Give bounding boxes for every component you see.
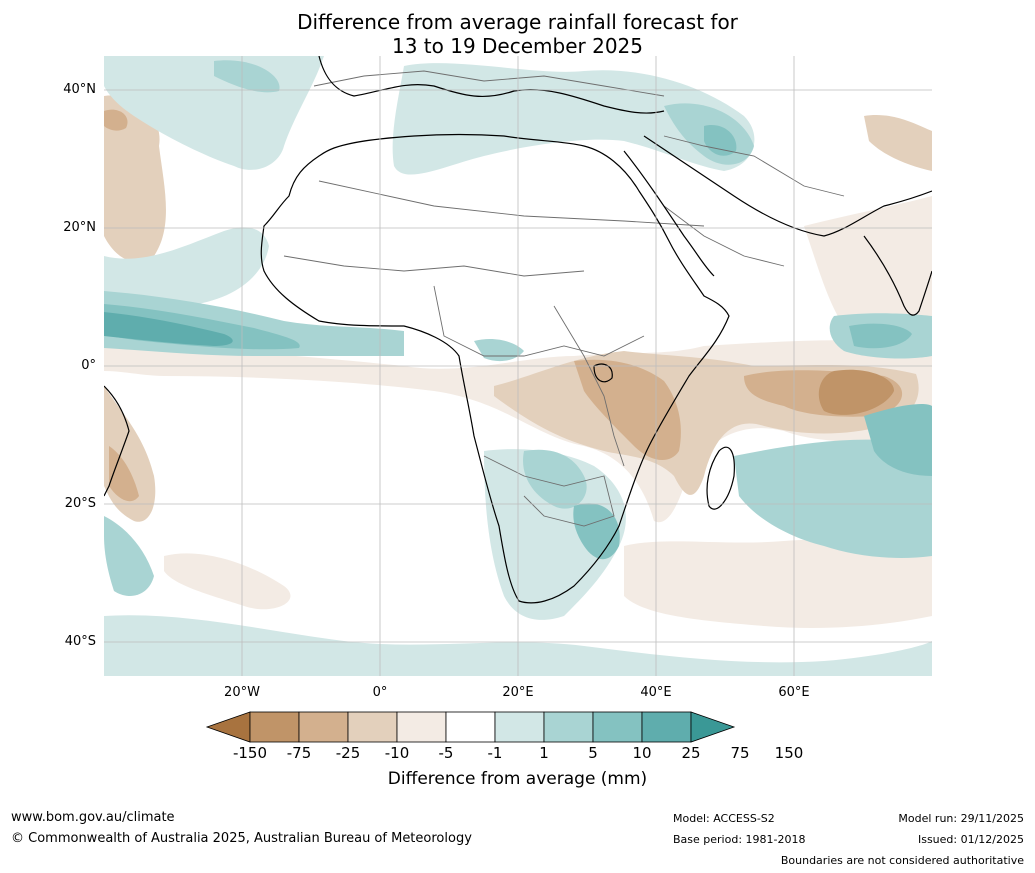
dry-area-south-atlantic bbox=[164, 553, 291, 610]
border-west-africa bbox=[283, 255, 585, 277]
coastlines bbox=[104, 56, 932, 604]
footer-base-period: Base period: 1981-2018 bbox=[673, 833, 806, 846]
colorbar-cell bbox=[347, 711, 398, 743]
wet-area-southern-africa-mid bbox=[523, 449, 587, 509]
wet-area-congo-north bbox=[474, 339, 524, 362]
lat-label-40s: 40°S bbox=[64, 634, 96, 649]
coastline-india bbox=[863, 235, 932, 316]
colorbar-cell bbox=[298, 711, 349, 743]
rainfall-anomaly-map bbox=[104, 56, 932, 676]
lat-label-20n: 20°N bbox=[63, 220, 96, 235]
colorbar-tick-label: 25 bbox=[681, 744, 701, 762]
dry-anomaly-areas bbox=[104, 95, 932, 628]
lat-label-0: 0° bbox=[81, 358, 96, 373]
footer-model: Model: ACCESS-S2 bbox=[673, 812, 775, 825]
dry-area-north-atlantic bbox=[104, 95, 166, 263]
colorbar-cell bbox=[543, 711, 594, 743]
coastline-red-sea bbox=[623, 150, 715, 277]
footer-copyright: © Commonwealth of Australia 2025, Austra… bbox=[11, 831, 472, 846]
colorbar-tick-label: 150 bbox=[774, 744, 804, 762]
lon-label-0: 0° bbox=[372, 685, 388, 700]
border-central-africa bbox=[433, 285, 645, 357]
wet-area-southern-africa bbox=[484, 449, 626, 620]
colorbar-title: Difference from average (mm) bbox=[387, 769, 648, 789]
map-canvas bbox=[104, 56, 932, 676]
dry-area-south-atlantic-core bbox=[109, 446, 139, 502]
wet-area-indian-ocean-south bbox=[734, 439, 932, 558]
dry-area-southern-ocean bbox=[624, 539, 932, 628]
colorbar-cell bbox=[641, 711, 692, 743]
colorbar-cell bbox=[445, 711, 496, 743]
border-europe bbox=[313, 70, 665, 97]
lat-label-20s: 20°S bbox=[64, 496, 96, 511]
wet-anomaly-areas bbox=[104, 56, 932, 676]
wet-area-south-atlantic-west bbox=[104, 516, 154, 596]
title-line-2: 13 to 19 December 2025 bbox=[391, 34, 643, 58]
lon-label-40e: 40°E bbox=[640, 685, 672, 700]
lat-label-40n: 40°N bbox=[63, 82, 96, 97]
wet-area-itcz-atlantic-core bbox=[104, 312, 233, 346]
coastline-europe bbox=[318, 56, 665, 114]
colorbar-cells bbox=[205, 711, 736, 743]
colorbar-tick-label: -75 bbox=[286, 744, 312, 762]
colorbar-tick-label: -10 bbox=[384, 744, 410, 762]
coastline-madagascar bbox=[706, 446, 735, 510]
border-arabia bbox=[663, 205, 785, 267]
colorbar-tick-label: 75 bbox=[730, 744, 750, 762]
wet-area-north-atlantic-band bbox=[104, 227, 269, 307]
colorbar-tick-label: -1 bbox=[487, 744, 503, 762]
colorbar-cell bbox=[396, 711, 447, 743]
coastline-africa bbox=[260, 133, 730, 604]
coastline-lake-victoria bbox=[593, 363, 613, 383]
wet-area-north-sea-core bbox=[214, 60, 280, 93]
colorbar-tick-label: 5 bbox=[588, 744, 598, 762]
border-middle-east bbox=[663, 135, 845, 197]
coastline-south-america bbox=[104, 385, 130, 497]
colorbar-extend-high bbox=[690, 711, 736, 743]
graticule bbox=[104, 56, 932, 676]
colorbar-tick-label: 10 bbox=[632, 744, 652, 762]
lon-label-20w: 20°W bbox=[224, 685, 260, 700]
colorbar-tick-label: -150 bbox=[232, 744, 268, 762]
lon-label-60e: 60°E bbox=[778, 685, 810, 700]
lon-label-20e: 20°E bbox=[502, 685, 534, 700]
border-east-africa bbox=[553, 305, 625, 467]
coastline-arabia bbox=[643, 135, 932, 237]
dry-area-north-atlantic-core bbox=[104, 109, 128, 131]
wet-area-mediterranean bbox=[392, 63, 755, 175]
footer-model-run: Model run: 29/11/2025 bbox=[898, 812, 1024, 825]
dry-area-iran bbox=[864, 114, 932, 171]
colorbar-cell bbox=[249, 711, 300, 743]
wet-area-indian-ocean-east-core bbox=[849, 323, 912, 349]
colorbar-tick-label: -5 bbox=[438, 744, 454, 762]
map-title: Difference from average rainfall forecas… bbox=[0, 10, 1035, 58]
colorbar-tick-label: 1 bbox=[539, 744, 549, 762]
colorbar-extend-low bbox=[205, 711, 251, 743]
colorbar bbox=[205, 711, 736, 743]
dry-area-indian-ocean-core bbox=[818, 369, 894, 415]
wet-area-indian-ocean-south-core bbox=[864, 404, 932, 476]
title-line-1: Difference from average rainfall forecas… bbox=[297, 10, 738, 34]
colorbar-tick-label: -25 bbox=[335, 744, 361, 762]
footer-issued: Issued: 01/12/2025 bbox=[917, 833, 1024, 846]
country-boundaries bbox=[283, 70, 845, 527]
border-southern-africa bbox=[483, 455, 615, 527]
colorbar-cell bbox=[592, 711, 643, 743]
footer-boundaries-note: Boundaries are not considered authoritat… bbox=[780, 854, 1024, 867]
footer-website: www.bom.gov.au/climate bbox=[11, 810, 175, 825]
colorbar-cell bbox=[494, 711, 545, 743]
border-sahara bbox=[318, 180, 705, 227]
